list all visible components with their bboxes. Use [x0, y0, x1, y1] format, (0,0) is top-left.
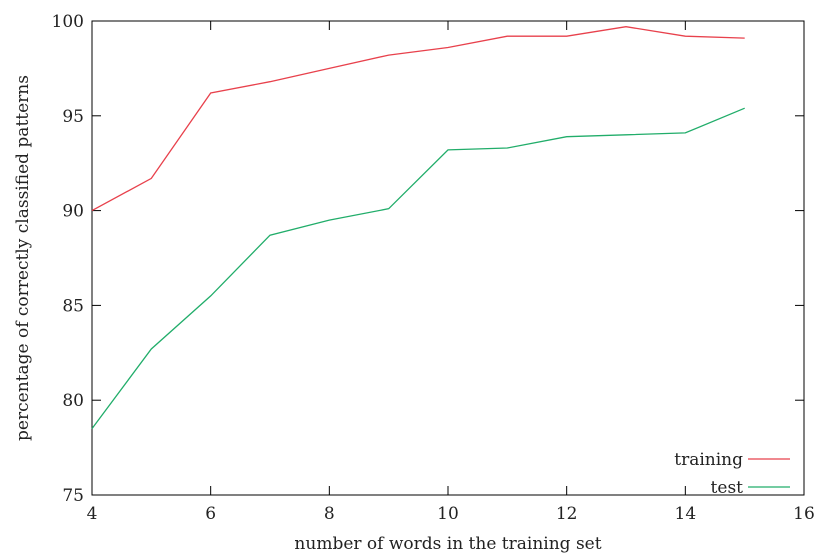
y-axis-label: percentage of correctly classified patte… [13, 75, 33, 441]
y-tick-label: 90 [62, 202, 84, 222]
y-tick-label: 100 [52, 12, 84, 32]
x-tick-label: 16 [793, 504, 815, 524]
x-tick-label: 4 [87, 504, 98, 524]
x-tick-label: 14 [675, 504, 697, 524]
y-tick-label: 85 [62, 296, 84, 316]
y-tick-label: 75 [62, 486, 84, 506]
x-tick-label: 10 [437, 504, 459, 524]
x-tick-label: 8 [324, 504, 335, 524]
x-tick-label: 6 [205, 504, 216, 524]
series-line-test [91, 107, 745, 429]
x-tick-label: 12 [556, 504, 578, 524]
series-line-training [91, 26, 745, 212]
legend: training test [674, 450, 790, 498]
y-tick-label: 95 [62, 107, 84, 127]
y-tick-label: 80 [62, 391, 84, 411]
ticks: 4 6 8 10 12 14 16 75 80 85 90 95 100 [52, 12, 815, 524]
legend-label-training: training [674, 450, 743, 470]
series-group [91, 26, 745, 429]
plot-frame [91, 20, 805, 496]
legend-label-test: test [711, 478, 744, 498]
x-axis-label: number of words in the training set [294, 534, 601, 554]
